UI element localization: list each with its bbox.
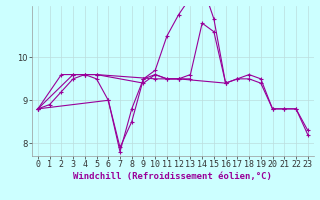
X-axis label: Windchill (Refroidissement éolien,°C): Windchill (Refroidissement éolien,°C)	[73, 172, 272, 181]
